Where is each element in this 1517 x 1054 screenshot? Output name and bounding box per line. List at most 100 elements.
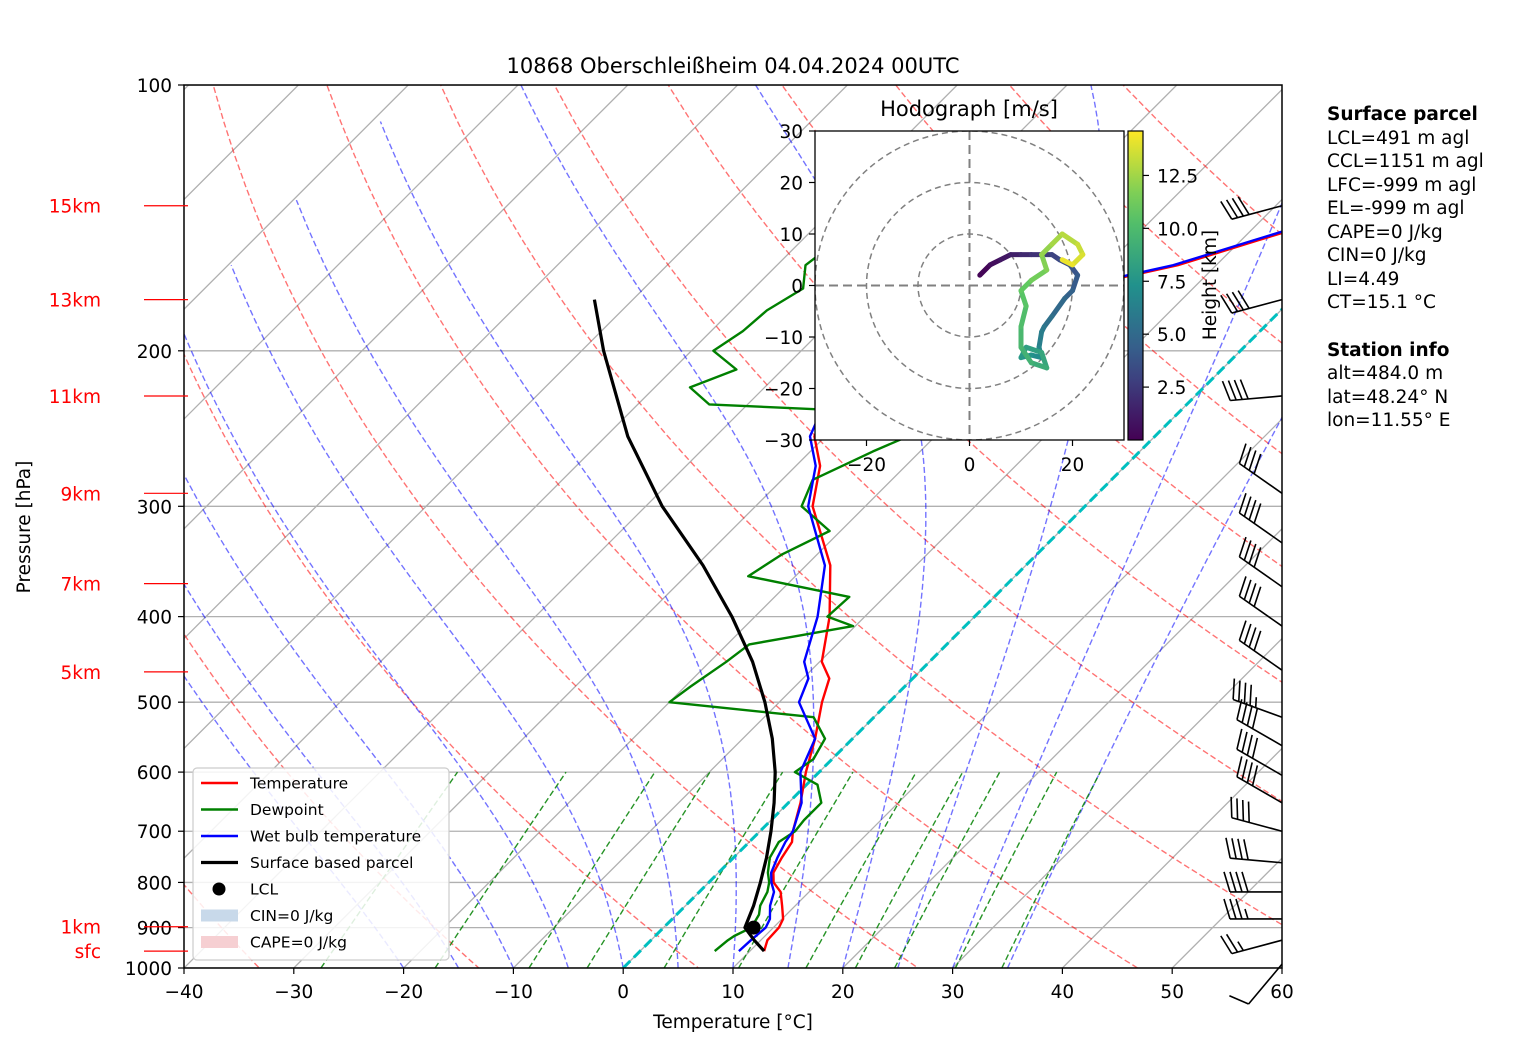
legend-label: Dewpoint [250,801,324,819]
dry-adiabat [895,85,1282,455]
x-tick-label: 40 [1051,982,1075,1003]
x-tick-label: −30 [274,982,313,1003]
mixing-ratio-line [805,771,917,968]
surface-parcel-header: Surface parcel [1327,104,1478,125]
hodo-y-tick: −10 [764,328,803,349]
hodograph-segment [1049,295,1068,319]
mixing-ratio-line [528,771,656,968]
colorbar-label: Height [km] [1200,230,1221,340]
hodograph-title: Hodograph [m/s] [880,97,1058,121]
station-alt: alt=484.0 m [1327,363,1444,384]
moist-adiabat [951,201,1282,968]
legend-entry: LCL [212,881,278,899]
isotherm [512,198,1282,968]
isotherm [184,85,629,530]
hodo-y-tick: −20 [764,380,803,401]
x-tick-label: 20 [831,982,855,1003]
y-tick-label: 500 [137,693,172,714]
wind-barb [1229,963,1283,1005]
x-axis-label: Temperature [°C] [652,1012,813,1033]
hodograph-segment [1036,329,1045,350]
moist-adiabat [230,264,624,968]
skewt-ticks: −40 −30 −20 −10 0 10 20 30 40 50 60100200300400500… [49,76,1294,1003]
height-label: 1km [60,918,101,939]
mixing-ratio-line [663,771,784,968]
isotherm [184,85,519,420]
isotherm [184,85,739,640]
hodograph: −20 0 20 30 20 10 0 −10 −20 −30 [764,122,1125,476]
wind-barb [1223,871,1282,893]
legend-label: CAPE=0 J/kg [250,934,347,952]
colorbar-tick: 5.0 [1157,325,1186,346]
y-tick-label: 600 [137,763,172,784]
station-lat: lat=48.24° N [1327,386,1449,408]
hodograph-segment [1059,231,1081,247]
parcel-el: EL=-999 m agl [1327,198,1465,219]
legend-label: CIN=0 J/kg [250,907,333,925]
legend: Temperature Dewpoint Wet bulb temperature S… [192,767,450,961]
hodo-y-tick: 30 [779,122,803,143]
colorbar-bar [1127,130,1144,441]
x-tick-label: 60 [1270,982,1294,1003]
sounding-series [592,199,1282,953]
wind-barb [1238,620,1283,671]
colorbar-tick: 2.5 [1157,378,1186,399]
wind-barb [1238,536,1283,588]
height-label: 11km [49,387,101,408]
hodograph-segment [1018,344,1034,366]
height-label: 7km [60,575,101,596]
surface-parcel-panel: Surface parcel LCL=491 m agl CCL=1151 m … [1327,103,1484,433]
moist-adiabat [520,85,815,968]
series-dewpoint [668,199,1073,953]
moist-adiabat [184,332,569,968]
colorbar-tick: 10.0 [1157,219,1198,240]
hodo-y-tick: 10 [779,225,803,246]
legend-label: LCL [250,881,278,899]
hodograph-segment [1018,303,1029,330]
mixing-ratio-line [893,771,1001,968]
mixing-ratio-line [434,771,567,968]
lcl-marker [746,920,761,935]
x-tick-label: 0 [617,982,629,1003]
y-tick-label: 700 [137,822,172,843]
colorbar-tick: 12.5 [1157,166,1198,187]
y-axis-label: Pressure [hPa] [14,461,35,594]
dry-adiabat [326,85,1139,968]
hodograph-segment [1028,360,1050,371]
y-tick-label: 300 [137,497,172,518]
dry-adiabat [184,352,700,968]
wind-barbs [1220,196,1283,1005]
legend-label: Temperature [249,775,348,793]
legend-entry: Wet bulb temperature [201,828,421,846]
hodo-y-tick: −30 [764,431,803,452]
height-label: 15km [49,197,101,218]
parcel-ccl: CCL=1151 m agl [1327,151,1484,172]
hodograph-segment [1028,267,1050,283]
legend-entry: CIN=0 J/kg [201,907,333,925]
moist-adiabat [295,199,679,968]
hodograph-segment [1070,272,1081,294]
height-label: 9km [60,484,101,505]
parcel-li: LI=4.49 [1327,268,1400,290]
wind-barb [1238,443,1283,494]
y-tick-label: 900 [137,919,172,940]
hodograph-segment [1018,288,1029,309]
wind-barb [1236,728,1283,776]
parcel-lfc: LFC=-999 m agl [1327,174,1477,196]
zero-isotherm [622,307,1282,968]
mixing-ratio-line [854,771,964,968]
y-tick-label: 100 [137,76,172,97]
station-lon: lon=11.55° E [1327,410,1451,431]
colorbar-tick: 7.5 [1157,272,1186,293]
height-label: 13km [49,291,101,312]
dry-adiabat [553,85,1282,803]
legend-entry: Temperature [201,775,348,793]
wind-barb [1238,576,1283,627]
x-tick-label: −40 [164,982,203,1003]
wind-barb [1238,492,1283,544]
parcel-cape: CAPE=0 J/kg [1327,221,1443,243]
x-tick-label: −20 [384,982,423,1003]
legend-entry: CAPE=0 J/kg [201,934,347,952]
parcel-lcl: LCL=491 m agl [1327,127,1470,149]
legend-entry: Surface based parcel [201,854,413,872]
